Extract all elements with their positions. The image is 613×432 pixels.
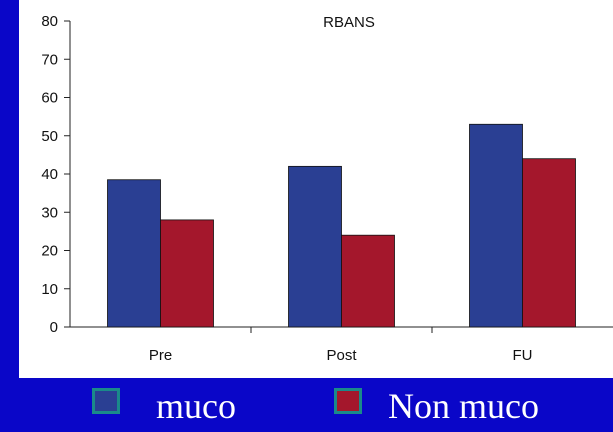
legend-label-muco: muco bbox=[156, 386, 236, 426]
chart-panel: RBANS 0 10 20 30 40 50 60 70 80 Pre Post FU bbox=[19, 0, 613, 378]
x-tick-label-fu: FU bbox=[513, 347, 533, 364]
y-tick-label: 0 bbox=[50, 319, 58, 336]
legend-swatch-muco bbox=[92, 388, 120, 414]
x-tick-label-post: Post bbox=[326, 347, 357, 364]
y-tick-label: 40 bbox=[41, 166, 58, 183]
chart-bars bbox=[107, 123, 576, 328]
y-tick-label: 20 bbox=[41, 243, 58, 260]
y-tick-label: 30 bbox=[41, 204, 58, 221]
y-tick-label: 50 bbox=[41, 128, 58, 145]
chart-title: RBANS bbox=[323, 14, 375, 31]
y-tick-label: 70 bbox=[41, 51, 58, 68]
bar-non-muco-pre bbox=[160, 219, 214, 328]
bar-muco-post bbox=[288, 165, 342, 328]
bar-chart: RBANS 0 10 20 30 40 50 60 70 80 Pre Post FU bbox=[41, 13, 613, 364]
y-tick-label: 10 bbox=[41, 281, 58, 298]
x-tick-label-pre: Pre bbox=[149, 347, 172, 364]
legend-swatch-non-muco bbox=[334, 388, 362, 414]
legend: muco Non muco bbox=[0, 380, 613, 432]
y-tick-label: 60 bbox=[41, 90, 58, 107]
legend-label-non-muco: Non muco bbox=[388, 386, 539, 426]
bar-non-muco-post bbox=[341, 234, 395, 328]
chart-axes: 0 10 20 30 40 50 60 70 80 Pre Post FU bbox=[41, 13, 613, 364]
bar-non-muco-fu bbox=[522, 158, 576, 328]
y-tick-label: 80 bbox=[41, 13, 58, 30]
bar-muco-fu bbox=[469, 123, 523, 328]
bar-muco-pre bbox=[107, 179, 161, 328]
